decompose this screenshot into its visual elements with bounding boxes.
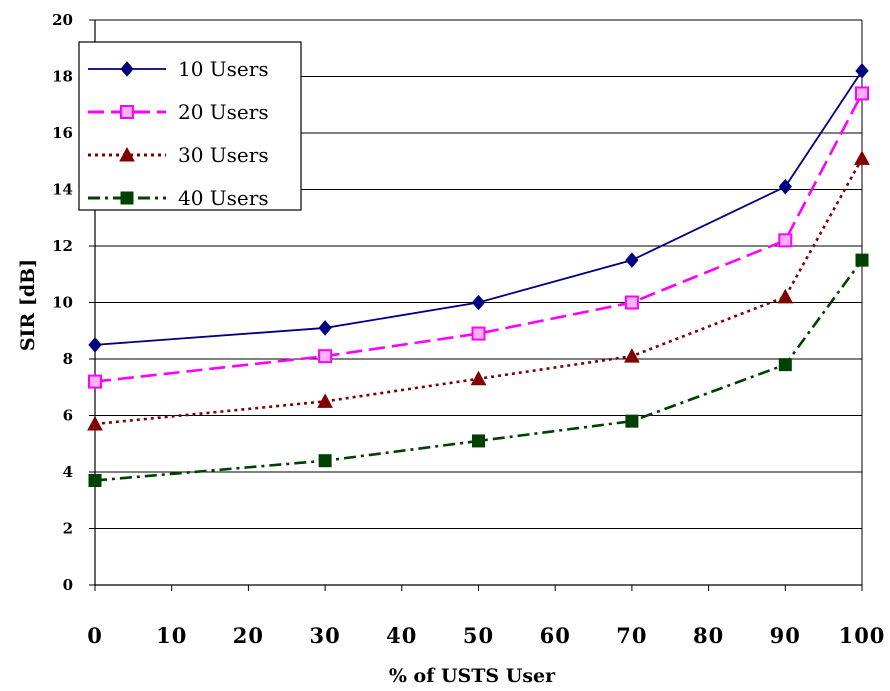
x-axis-label: % of USTS User — [389, 665, 556, 687]
series-line-2 — [94, 92, 864, 383]
ytick-label-8: 8 — [63, 350, 73, 368]
data-point-s3-2 — [470, 370, 487, 386]
legend-marker-4 — [120, 191, 134, 205]
xtick-label-90: 90 — [770, 623, 801, 648]
y-axis-label: SIR [dB] — [17, 259, 39, 351]
legend: 10 Users 20 Users 30 Users 40 Users — [78, 41, 302, 211]
data-point-s3-0 — [87, 415, 103, 431]
data-point-s1-0 — [88, 337, 102, 353]
series-4 — [88, 253, 869, 487]
data-point-s2-3 — [624, 295, 639, 310]
ytick-label-6: 6 — [63, 407, 73, 425]
series-2 — [88, 86, 869, 389]
legend-label-3: 30 Users — [178, 143, 269, 167]
ytick-label-14: 14 — [52, 181, 73, 199]
series-3 — [87, 150, 870, 431]
series-1 — [88, 63, 869, 353]
data-point-s3-1 — [317, 393, 333, 408]
series-line-4 — [94, 259, 864, 482]
data-point-s2-4 — [778, 233, 793, 248]
data-point-s3-3 — [624, 348, 640, 363]
data-point-s2-5 — [855, 86, 869, 101]
ytick-label-12: 12 — [52, 237, 73, 255]
legend-marker-3 — [119, 146, 135, 162]
xtick-label-70: 70 — [616, 623, 647, 648]
data-point-s4-3 — [625, 414, 639, 428]
tick-labels: 0 2 4 6 8 10 12 14 16 18 20 0 10 20 30 40 50 60 70 80 90 100 — [52, 11, 886, 648]
series-line-3 — [94, 157, 864, 426]
ytick-label-2: 2 — [63, 520, 73, 538]
data-point-s1-3 — [625, 252, 639, 268]
xtick-label-30: 30 — [309, 623, 340, 648]
data-point-s4-2 — [472, 434, 485, 448]
data-point-s1-1 — [318, 320, 332, 336]
xtick-label-40: 40 — [386, 623, 417, 648]
legend-label-1: 10 Users — [178, 57, 269, 81]
xtick-label-100: 100 — [839, 623, 886, 648]
series-group — [87, 63, 870, 487]
xtick-label-80: 80 — [693, 623, 724, 648]
legend-label-2: 20 Users — [178, 100, 269, 124]
xtick-label-60: 60 — [540, 623, 571, 648]
legend-marker-2 — [120, 105, 134, 119]
series-line-1 — [94, 70, 863, 346]
data-point-s1-5 — [855, 63, 869, 79]
data-point-s4-5 — [855, 253, 869, 267]
data-point-s2-0 — [88, 374, 102, 389]
data-point-s4-1 — [318, 454, 332, 468]
ytick-label-0: 0 — [63, 576, 73, 594]
xtick-label-50: 50 — [463, 623, 494, 648]
data-point-s4-4 — [778, 358, 792, 372]
xtick-label-10: 10 — [156, 623, 187, 648]
data-point-s3-5 — [854, 150, 870, 165]
legend-marker-1 — [120, 61, 134, 77]
data-point-s1-4 — [778, 178, 792, 195]
ytick-label-10: 10 — [52, 294, 73, 312]
data-point-s3-4 — [777, 288, 794, 304]
ytick-label-20: 20 — [52, 11, 73, 29]
xtick-label-20: 20 — [233, 623, 264, 648]
ytick-label-4: 4 — [63, 463, 73, 481]
legend-label-4: 40 Users — [178, 186, 269, 210]
legend-box — [78, 41, 302, 211]
data-point-s4-0 — [88, 473, 102, 487]
xtick-label-0: 0 — [87, 623, 103, 648]
data-point-s2-1 — [318, 349, 333, 364]
ytick-label-16: 16 — [52, 124, 73, 142]
data-point-s2-2 — [471, 326, 486, 341]
data-point-s1-2 — [471, 294, 486, 311]
ytick-label-18: 18 — [52, 68, 73, 86]
